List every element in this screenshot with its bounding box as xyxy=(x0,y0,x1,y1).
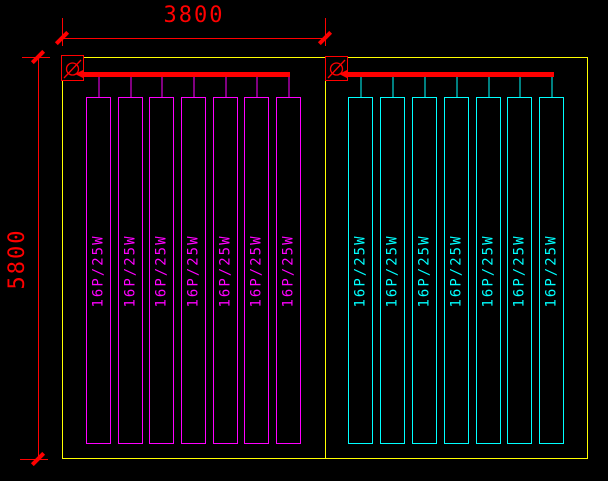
circuit-stem-line xyxy=(488,77,489,97)
circuit-label: 16P/25W xyxy=(248,233,265,308)
circuit-bar: 16P/25W xyxy=(507,77,532,444)
left-dimension-line xyxy=(38,57,39,459)
circuit-bar: 16P/25W xyxy=(118,77,143,444)
left-dimension-label: 5800 xyxy=(5,228,30,290)
circuit-bar: 16P/25W xyxy=(86,77,111,444)
circuit-label: 16P/25W xyxy=(511,233,528,308)
circuit-stem-line xyxy=(98,77,99,97)
circuit-stem-line xyxy=(161,77,162,97)
top-dimension-line xyxy=(62,38,325,39)
panel-divider-line xyxy=(325,57,326,459)
circuit-label: 16P/25W xyxy=(448,233,465,308)
circuit-stem-line xyxy=(360,77,361,97)
circuit-bar: 16P/25W xyxy=(380,77,405,444)
circuit-label: 16P/25W xyxy=(352,233,369,308)
top-dimension-label: 3800 xyxy=(163,3,225,28)
circuit-label: 16P/25W xyxy=(543,233,560,308)
circuit-bar: 16P/25W xyxy=(412,77,437,444)
circuit-stem-line xyxy=(424,77,425,97)
circuit-label: 16P/25W xyxy=(122,233,139,308)
circuit-bar: 16P/25W xyxy=(149,77,174,444)
diameter-symbol-icon xyxy=(63,59,82,79)
circuit-label: 16P/25W xyxy=(185,233,202,308)
circuit-stem-line xyxy=(256,77,257,97)
left-busbar xyxy=(75,70,290,78)
circuit-bar: 16P/25W xyxy=(348,77,373,444)
circuit-label: 16P/25W xyxy=(384,233,401,308)
circuit-bar: 16P/25W xyxy=(276,77,301,444)
right-busbar xyxy=(339,70,554,78)
circuit-label: 16P/25W xyxy=(153,233,170,308)
circuit-label: 16P/25W xyxy=(416,233,433,308)
circuit-stem-line xyxy=(519,77,520,97)
circuit-bar: 16P/25W xyxy=(444,77,469,444)
circuit-label: 16P/25W xyxy=(280,233,297,308)
circuit-stem-line xyxy=(225,77,226,97)
circuit-label: 16P/25W xyxy=(90,233,107,308)
circuit-label: 16P/25W xyxy=(217,233,234,308)
top-dimension-extension-right xyxy=(325,18,326,46)
top-dimension-extension-left xyxy=(62,18,63,46)
circuit-stem-line xyxy=(130,77,131,97)
circuit-stem-line xyxy=(193,77,194,97)
circuit-stem-line xyxy=(288,77,289,97)
busbar-arrowhead-icon xyxy=(339,70,347,78)
circuit-bar: 16P/25W xyxy=(244,77,269,444)
circuit-stem-line xyxy=(392,77,393,97)
diameter-symbol-icon xyxy=(327,59,346,79)
circuit-stem-line xyxy=(456,77,457,97)
circuit-bar: 16P/25W xyxy=(539,77,564,444)
circuit-bar: 16P/25W xyxy=(181,77,206,444)
circuit-stem-line xyxy=(551,77,552,97)
circuit-bar: 16P/25W xyxy=(213,77,238,444)
circuit-bar: 16P/25W xyxy=(476,77,501,444)
busbar-arrowhead-icon xyxy=(75,70,83,78)
circuit-label: 16P/25W xyxy=(480,233,497,308)
